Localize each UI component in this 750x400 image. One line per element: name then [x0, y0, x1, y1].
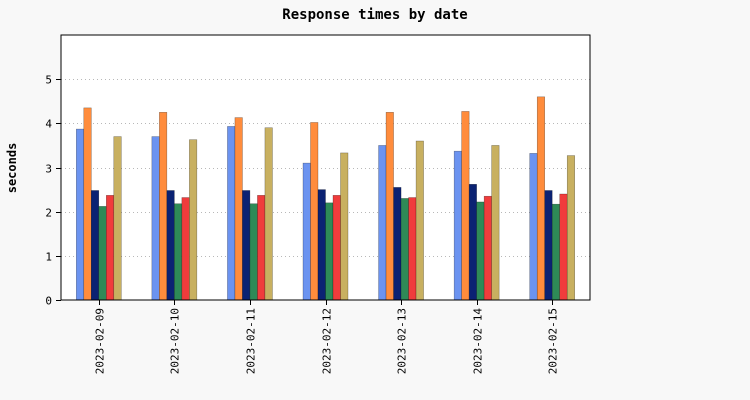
y-tick-label: 1: [45, 251, 52, 264]
bar-series-4-2023-02-15: [551, 203, 560, 301]
bar-series-2-2023-02-14: [461, 111, 470, 301]
y-axis-label: seconds: [5, 143, 19, 194]
bar-series-3-2023-02-15: [544, 190, 553, 301]
bar-series-3-2023-02-10: [166, 190, 175, 301]
bar-series-5-2023-02-10: [181, 197, 190, 301]
chart-title: Response times by date: [282, 7, 467, 23]
y-tick-label: 3: [45, 163, 52, 176]
bar-series-4-2023-02-14: [476, 201, 485, 301]
bar-series-4-2023-02-12: [325, 202, 334, 301]
bar-series-3-2023-02-14: [468, 184, 477, 301]
y-tick-label: 5: [45, 74, 52, 87]
bar-series-6-2023-02-15: [566, 155, 575, 301]
x-axis: 2023-02-09 2023-02-10 2023-02-11 2023-02-12…: [94, 300, 560, 374]
bar-series-3-2023-02-09: [91, 190, 100, 301]
x-tick-label: 2023-02-12: [321, 308, 334, 374]
bar-series-6-2023-02-10: [189, 139, 198, 301]
bar-series-6-2023-02-12: [340, 152, 349, 301]
y-tick-label: 4: [45, 118, 52, 131]
bar-series-5-2023-02-12: [332, 195, 341, 301]
bar-series-3-2023-02-11: [242, 190, 251, 301]
bar-series-1-2023-02-15: [529, 153, 538, 301]
bar-series-4-2023-02-11: [249, 203, 258, 301]
bar-series-1-2023-02-14: [453, 150, 462, 301]
bar-series-5-2023-02-13: [408, 197, 417, 301]
bar-series-1-2023-02-09: [76, 128, 85, 301]
y-axis: 0 1 2 3 4 5: [45, 74, 61, 308]
bar-series-2-2023-02-10: [159, 112, 168, 301]
bar-series-2-2023-02-11: [234, 117, 243, 301]
x-tick-label: 2023-02-14: [472, 308, 485, 375]
bar-series-3-2023-02-13: [393, 187, 402, 301]
bar-series-5-2023-02-11: [257, 195, 266, 301]
x-tick-label: 2023-02-15: [547, 308, 560, 374]
bar-series-1-2023-02-12: [302, 162, 311, 301]
x-tick-label: 2023-02-10: [169, 308, 182, 374]
bar-series-5-2023-02-09: [106, 195, 115, 301]
bar-series-2-2023-02-13: [385, 112, 394, 301]
y-tick-label: 0: [45, 295, 52, 308]
bar-series-2-2023-02-09: [83, 107, 92, 301]
bar-series-4-2023-02-13: [400, 198, 409, 301]
y-tick-label: 2: [45, 207, 52, 220]
plot-frame: [60, 34, 591, 301]
bar-series-6-2023-02-13: [415, 140, 424, 301]
bar-series-6-2023-02-11: [264, 127, 273, 301]
bar-series-4-2023-02-10: [174, 203, 183, 301]
x-tick-label: 2023-02-13: [396, 308, 409, 374]
bar-series-1-2023-02-11: [227, 126, 236, 301]
bar-series-6-2023-02-09: [113, 136, 122, 301]
bar-series-2-2023-02-15: [536, 96, 545, 301]
x-tick-label: 2023-02-11: [245, 308, 258, 374]
bar-series-3-2023-02-12: [317, 189, 326, 301]
x-tick-label: 2023-02-09: [94, 308, 107, 374]
bar-series-1-2023-02-13: [378, 145, 387, 301]
bar-series-5-2023-02-15: [559, 193, 568, 301]
bar-series-1-2023-02-10: [151, 136, 160, 301]
bar-series-4-2023-02-09: [98, 206, 107, 301]
bar-series-5-2023-02-14: [483, 195, 492, 301]
bar-series-2-2023-02-12: [310, 122, 319, 301]
bar-series-6-2023-02-14: [491, 145, 500, 301]
